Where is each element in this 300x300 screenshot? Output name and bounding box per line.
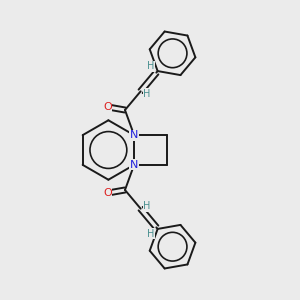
Text: N: N	[130, 130, 138, 140]
Text: H: H	[143, 89, 151, 99]
Text: O: O	[103, 102, 112, 112]
Text: H: H	[147, 61, 155, 71]
Text: H: H	[143, 201, 151, 211]
Text: H: H	[147, 229, 155, 239]
Text: N: N	[130, 160, 138, 170]
Text: O: O	[103, 188, 112, 198]
